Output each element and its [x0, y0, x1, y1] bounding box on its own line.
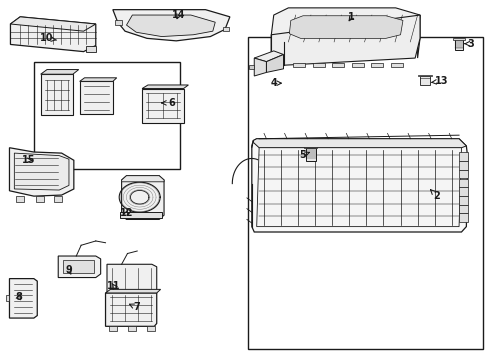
Polygon shape — [304, 147, 317, 148]
Text: 11: 11 — [107, 281, 121, 291]
Polygon shape — [271, 15, 419, 65]
Polygon shape — [142, 89, 183, 123]
Polygon shape — [454, 39, 462, 50]
Polygon shape — [128, 326, 136, 331]
Polygon shape — [222, 27, 228, 31]
Polygon shape — [293, 63, 305, 67]
Polygon shape — [63, 260, 94, 273]
Text: 1: 1 — [347, 12, 354, 22]
Polygon shape — [249, 65, 254, 69]
Polygon shape — [9, 148, 74, 196]
Polygon shape — [458, 161, 467, 170]
Polygon shape — [390, 63, 402, 67]
Polygon shape — [36, 196, 43, 202]
Text: 6: 6 — [162, 98, 174, 108]
Polygon shape — [142, 85, 188, 89]
Polygon shape — [458, 196, 467, 204]
Polygon shape — [105, 293, 157, 326]
Polygon shape — [417, 75, 431, 76]
Bar — [248, 37, 483, 348]
Polygon shape — [458, 204, 467, 213]
Text: 5: 5 — [299, 150, 309, 160]
Text: 9: 9 — [65, 265, 72, 275]
Polygon shape — [54, 196, 62, 202]
Text: 3: 3 — [464, 39, 474, 49]
Polygon shape — [16, 196, 24, 202]
Polygon shape — [126, 15, 215, 37]
Polygon shape — [14, 153, 69, 190]
Polygon shape — [458, 170, 467, 179]
Polygon shape — [122, 176, 163, 182]
Polygon shape — [107, 264, 157, 294]
Polygon shape — [370, 63, 383, 67]
Polygon shape — [9, 279, 37, 318]
Polygon shape — [122, 176, 163, 220]
Bar — [34, 62, 180, 169]
Polygon shape — [289, 16, 402, 39]
Text: 8: 8 — [16, 292, 22, 302]
Polygon shape — [80, 78, 117, 81]
Polygon shape — [266, 54, 283, 72]
Polygon shape — [120, 212, 161, 218]
Polygon shape — [417, 15, 419, 58]
Text: 15: 15 — [22, 155, 36, 165]
Polygon shape — [458, 179, 467, 187]
Polygon shape — [115, 21, 122, 25]
Polygon shape — [351, 63, 363, 67]
Polygon shape — [254, 58, 266, 76]
Text: 7: 7 — [129, 302, 140, 312]
Polygon shape — [251, 139, 467, 232]
Text: 14: 14 — [172, 10, 185, 20]
Polygon shape — [458, 152, 467, 161]
Polygon shape — [271, 8, 419, 42]
Polygon shape — [10, 17, 96, 31]
Polygon shape — [109, 326, 117, 331]
Polygon shape — [312, 63, 325, 67]
Polygon shape — [271, 35, 283, 65]
Polygon shape — [105, 289, 160, 293]
Polygon shape — [458, 213, 467, 222]
Polygon shape — [253, 139, 466, 148]
Polygon shape — [452, 38, 464, 40]
Polygon shape — [113, 10, 229, 41]
Polygon shape — [458, 187, 467, 196]
Polygon shape — [58, 256, 101, 278]
Polygon shape — [256, 148, 461, 226]
Polygon shape — [254, 51, 283, 62]
Polygon shape — [41, 69, 79, 74]
Text: 12: 12 — [120, 208, 133, 218]
Text: 10: 10 — [40, 33, 57, 43]
Polygon shape — [147, 326, 155, 331]
Polygon shape — [5, 295, 9, 301]
Polygon shape — [80, 81, 113, 114]
Polygon shape — [10, 17, 96, 51]
Text: 4: 4 — [270, 78, 281, 88]
Polygon shape — [86, 45, 96, 51]
Polygon shape — [419, 76, 429, 85]
Text: 2: 2 — [429, 190, 440, 201]
Polygon shape — [251, 140, 253, 148]
Polygon shape — [41, 74, 73, 116]
Polygon shape — [305, 148, 315, 161]
Text: 13: 13 — [431, 76, 448, 86]
Polygon shape — [331, 63, 344, 67]
